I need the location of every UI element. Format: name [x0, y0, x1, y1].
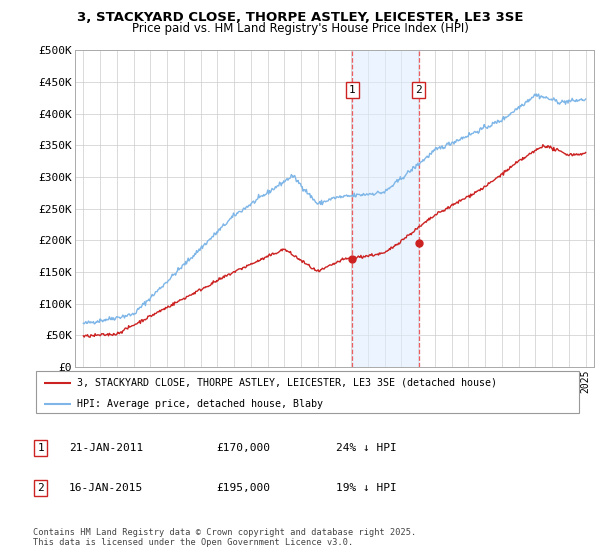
- Text: 19% ↓ HPI: 19% ↓ HPI: [336, 483, 397, 493]
- Text: 16-JAN-2015: 16-JAN-2015: [69, 483, 143, 493]
- Text: 3, STACKYARD CLOSE, THORPE ASTLEY, LEICESTER, LE3 3SE: 3, STACKYARD CLOSE, THORPE ASTLEY, LEICE…: [77, 11, 523, 24]
- Text: 1: 1: [37, 443, 44, 453]
- Text: Price paid vs. HM Land Registry's House Price Index (HPI): Price paid vs. HM Land Registry's House …: [131, 22, 469, 35]
- Text: 24% ↓ HPI: 24% ↓ HPI: [336, 443, 397, 453]
- Text: 2: 2: [416, 85, 422, 95]
- Text: 1: 1: [349, 85, 355, 95]
- Text: 21-JAN-2011: 21-JAN-2011: [69, 443, 143, 453]
- Bar: [352, 50, 419, 367]
- Text: £195,000: £195,000: [216, 483, 270, 493]
- Text: 3, STACKYARD CLOSE, THORPE ASTLEY, LEICESTER, LE3 3SE (detached house): 3, STACKYARD CLOSE, THORPE ASTLEY, LEICE…: [77, 377, 497, 388]
- Text: Contains HM Land Registry data © Crown copyright and database right 2025.
This d: Contains HM Land Registry data © Crown c…: [33, 528, 416, 547]
- Text: HPI: Average price, detached house, Blaby: HPI: Average price, detached house, Blab…: [77, 399, 323, 409]
- Text: £170,000: £170,000: [216, 443, 270, 453]
- Text: 2: 2: [37, 483, 44, 493]
